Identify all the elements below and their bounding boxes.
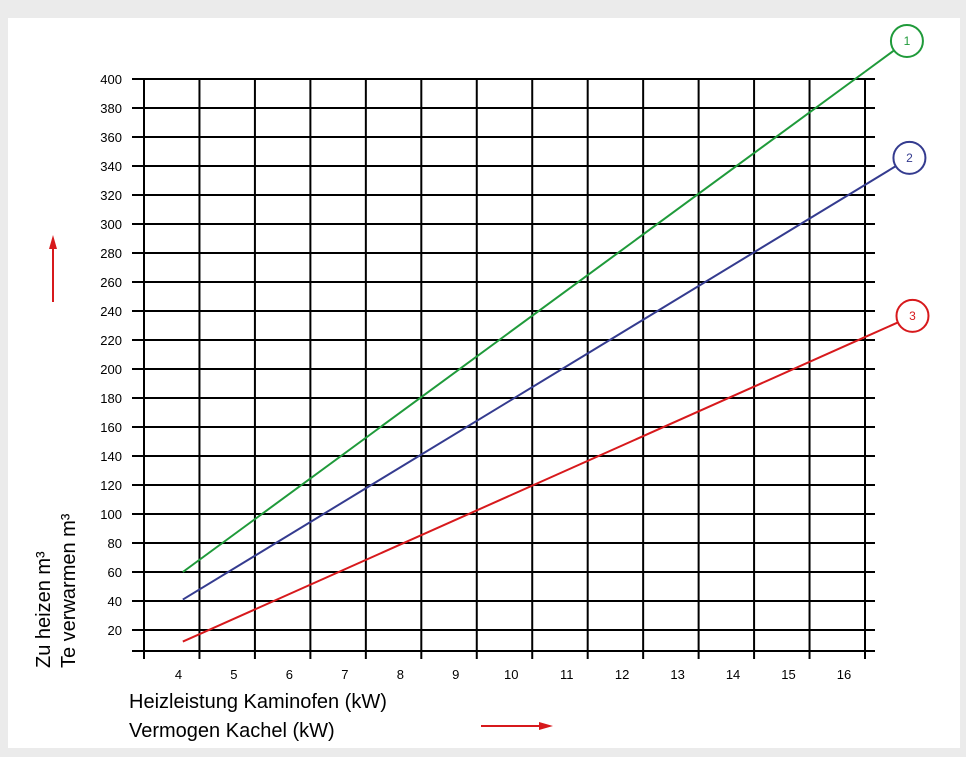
x-tick-label: 7 [341,667,348,682]
series [182,49,899,643]
series-marker-circle-2 [892,140,927,175]
x-tick-label: 10 [504,667,518,682]
y-tick-label: 380 [100,101,122,116]
y-tick-label: 40 [108,594,122,609]
y-axis-title-line-1: Zu heizen m³ [33,551,55,668]
x-tick-label: 11 [560,667,574,682]
series-marker-label-3: 3 [909,309,916,323]
x-axis-title-line-2: Vermogen Kachel (kW) [129,720,335,742]
series-line-extension-3 [864,321,899,339]
y-tick-label: 140 [100,449,122,464]
y-tick-label: 280 [100,246,122,261]
y-tick-label: 160 [100,420,122,435]
x-axis-title-line-1: Heizleistung Kaminofen (kW) [129,691,387,713]
series-line-1 [182,70,866,573]
y-tick-label: 320 [100,188,122,203]
y-tick-label: 240 [100,304,122,319]
y-tick-label: 180 [100,391,122,406]
y-tick-label: 300 [100,217,122,232]
x-tick-label: 12 [615,667,629,682]
y-tick-label: 400 [100,72,122,87]
series-marker-circle-3 [895,298,930,333]
series-line-extension-1 [864,49,895,73]
x-tick-label: 13 [670,667,684,682]
y-tick-labels: 20 40 60 80 100 120 140 160 180 200 220 240 260 280 30… [100,72,122,638]
x-tick-label: 8 [397,667,404,682]
series-marker-label-2: 2 [906,151,913,165]
y-tick-label: 200 [100,362,122,377]
series-line-extension-2 [864,165,897,186]
series-line-2 [182,183,866,601]
y-tick-label: 220 [100,333,122,348]
x-tick-label: 4 [175,667,182,682]
x-direction-arrow [481,722,553,730]
y-tick-label: 340 [100,159,122,174]
x-tick-label: 5 [230,667,237,682]
x-tick-label: 15 [781,667,795,682]
x-tick-labels: 4 5 6 7 8 9 10 11 12 13 14 15 16 [175,667,851,682]
series-markers: 1 2 3 [889,23,930,333]
line-chart: 20 40 60 80 100 120 140 160 180 200 220 240 260 280 30… [33,23,930,742]
grid [132,78,875,659]
x-tick-label: 6 [286,667,293,682]
y-tick-label: 260 [100,275,122,290]
chart-frame: 20 40 60 80 100 120 140 160 180 200 220 240 260 280 30… [8,18,960,748]
y-tick-label: 80 [108,536,122,551]
y-tick-label: 120 [100,478,122,493]
series-line-3 [182,336,866,643]
x-tick-label: 14 [726,667,740,682]
y-axis-title-line-2: Te verwarmen m³ [58,513,80,668]
y-tick-label: 100 [100,507,122,522]
y-tick-label: 360 [100,130,122,145]
x-tick-label: 16 [837,667,851,682]
y-tick-label: 60 [108,565,122,580]
x-tick-label: 9 [452,667,459,682]
y-tick-label: 20 [108,623,122,638]
series-marker-circle-1 [889,23,924,58]
y-direction-arrow [49,235,57,302]
series-marker-label-1: 1 [904,34,911,48]
